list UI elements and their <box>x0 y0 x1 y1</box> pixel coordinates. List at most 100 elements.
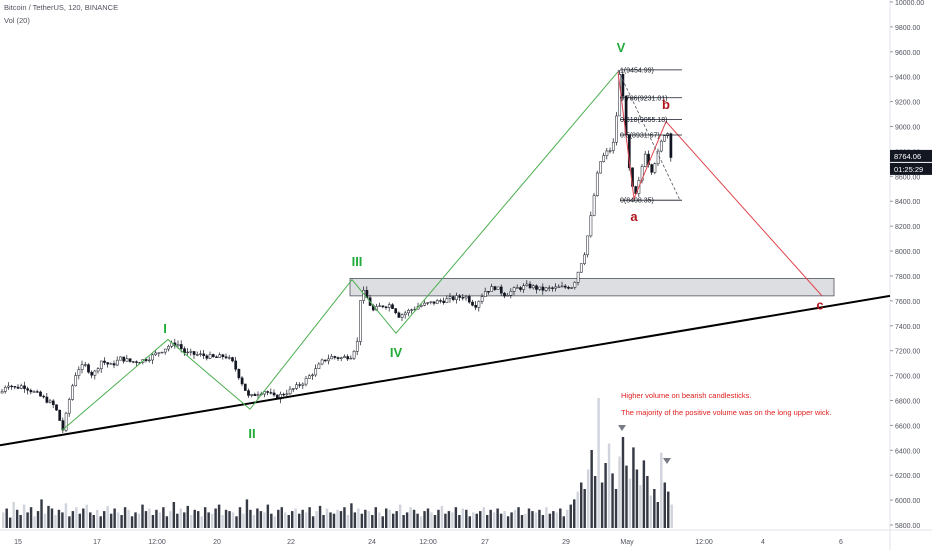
volume-bar <box>660 452 663 528</box>
price-tick-label: 5800.00 <box>895 523 920 530</box>
price-tick-label: 10000.00 <box>895 0 924 7</box>
candle-body <box>384 306 388 308</box>
candle-body <box>567 287 570 289</box>
volume-bar <box>15 509 19 528</box>
volume-bar <box>479 511 482 528</box>
candle-body <box>493 286 497 290</box>
volume-bar <box>82 508 85 528</box>
chart-symbol-title: Bitcoin / TetherUS, 120, BINANCE <box>4 3 119 12</box>
volume-bar <box>639 485 642 528</box>
candle-body <box>112 363 116 366</box>
volume-bar <box>409 507 412 528</box>
candle-body <box>429 301 433 303</box>
volume-bar <box>29 507 33 528</box>
price-tick-label: 7000.00 <box>895 374 920 381</box>
time-tick-label: 29 <box>562 539 570 546</box>
candle-body <box>234 360 238 370</box>
volume-bar <box>231 512 235 528</box>
candle-body <box>333 356 337 358</box>
candle-body <box>407 310 410 314</box>
volume-bar <box>75 507 78 528</box>
candle-body <box>528 283 532 289</box>
volume-bar <box>273 516 277 528</box>
time-tick-label: 15 <box>14 539 22 546</box>
volume-bar <box>102 511 106 528</box>
volume-bar <box>332 513 336 528</box>
candle-body <box>442 300 446 303</box>
candle-body <box>471 301 474 306</box>
volume-bar <box>433 515 437 528</box>
volume-bar <box>423 511 426 528</box>
volume-bar <box>472 512 475 528</box>
bar-countdown: 01:25:29 <box>894 165 923 174</box>
symbol-label: Bitcoin / TetherUS <box>4 3 64 12</box>
volume-bar <box>346 515 350 528</box>
candle-body <box>323 359 327 362</box>
volume-bar <box>482 507 485 528</box>
candle-body <box>355 341 359 352</box>
volume-bar <box>196 511 200 528</box>
candle-body <box>535 285 538 290</box>
candle-body <box>570 287 574 289</box>
candle-body <box>515 287 519 289</box>
volume-bar <box>496 508 499 528</box>
price-tick-label: 8000.00 <box>895 249 920 256</box>
price-tick-label: 6800.00 <box>895 398 920 405</box>
volume-bar <box>92 515 95 528</box>
candle-body <box>23 385 26 389</box>
candle-body <box>378 305 382 307</box>
candle-body <box>291 388 295 390</box>
candle-body <box>122 356 126 362</box>
candle-body <box>35 391 39 393</box>
volume-bar <box>33 516 36 528</box>
volume-bar <box>520 515 524 528</box>
candle-body <box>579 263 583 273</box>
time-tick-label: 12:00 <box>695 539 713 546</box>
volume-bar <box>228 511 231 528</box>
volume-bar <box>381 516 384 528</box>
volume-bar <box>419 516 423 528</box>
volume-bar <box>179 508 183 528</box>
candle-body <box>253 394 257 397</box>
volume-bar <box>162 507 165 528</box>
volume-bar <box>343 507 346 528</box>
time-tick-label: 4 <box>761 539 765 546</box>
time-tick-label: 27 <box>481 539 489 546</box>
candle-body <box>71 385 74 400</box>
candle-body <box>576 271 580 283</box>
candle-body <box>58 409 62 421</box>
volume-bar <box>301 509 304 528</box>
candle-body <box>544 287 548 291</box>
candle-body <box>499 286 503 294</box>
volume-bar <box>40 499 43 528</box>
candle-body <box>423 302 426 306</box>
candle-body <box>349 357 353 360</box>
volume-bar <box>109 513 113 528</box>
candle-body <box>490 286 494 292</box>
candle-body <box>461 297 465 299</box>
candle-body <box>250 394 254 396</box>
candle-body <box>231 357 234 362</box>
volume-bar <box>47 505 50 528</box>
fib-level-label: 1(9454.99) <box>620 67 654 74</box>
volume-bar <box>548 513 552 528</box>
volume-bar <box>322 515 325 528</box>
candle-body <box>224 356 228 359</box>
volume-bar <box>663 482 666 528</box>
candle-body <box>285 393 289 396</box>
volume-bar <box>297 513 301 528</box>
candle-body <box>595 172 599 196</box>
volume-bar <box>569 504 572 528</box>
volume-bar <box>607 443 611 528</box>
volume-bar <box>573 499 576 528</box>
annotation-text: Higher volume on bearish candlesticks. <box>621 391 751 400</box>
volume-bar <box>200 516 203 528</box>
candle-body <box>653 163 657 173</box>
volume-bar <box>284 512 287 528</box>
volume-bar <box>614 489 618 528</box>
candle-body <box>605 150 609 156</box>
volume-bar <box>475 513 478 528</box>
price-tick-label: 7600.00 <box>895 299 920 306</box>
volume-bar <box>628 478 632 528</box>
